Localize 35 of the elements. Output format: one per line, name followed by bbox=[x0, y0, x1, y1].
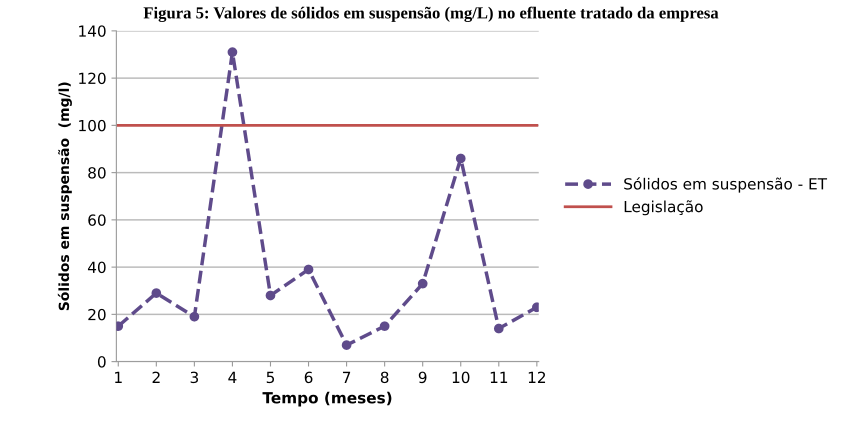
x-tick-label: 6 bbox=[304, 372, 312, 384]
y-tick-label: 40 bbox=[88, 262, 106, 274]
y-tick-label: 120 bbox=[79, 72, 106, 84]
y-tick-label: 0 bbox=[98, 356, 106, 368]
legend-label: Legislação bbox=[624, 200, 703, 216]
x-tick-label: 12 bbox=[528, 372, 546, 383]
x-axis-title: Tempo (meses) bbox=[262, 392, 392, 406]
y-axis-title: Sólidos em suspensão (mg/l) bbox=[58, 82, 72, 310]
x-tick-label: 8 bbox=[380, 372, 388, 384]
x-tick-label: 4 bbox=[228, 372, 236, 383]
x-tick-label: 5 bbox=[266, 372, 274, 384]
point bbox=[380, 321, 390, 332]
x-tick-label: 1 bbox=[115, 372, 122, 383]
x-tick-label: 2 bbox=[152, 372, 160, 383]
x-tick-label: 3 bbox=[190, 372, 198, 384]
y-tick-label: 80 bbox=[88, 167, 106, 179]
point bbox=[342, 340, 352, 350]
chart-title: Figura 5: Valores de sólidos em suspensão (mg/L) no efluente tratado da empresa bbox=[144, 6, 718, 22]
y-tick-label: 60 bbox=[88, 214, 106, 226]
x-tick-label: 9 bbox=[418, 372, 426, 384]
y-tick-label: 20 bbox=[88, 308, 106, 320]
y-tick-label: 100 bbox=[79, 120, 106, 132]
point bbox=[494, 324, 504, 334]
y-tick-label: 140 bbox=[79, 25, 106, 37]
point bbox=[228, 47, 238, 57]
point bbox=[418, 278, 428, 289]
point bbox=[304, 264, 314, 274]
point bbox=[190, 312, 200, 322]
point bbox=[266, 290, 276, 300]
point bbox=[151, 288, 162, 298]
point bbox=[456, 154, 466, 164]
legend-label: Sólidos em suspensão - ET bbox=[624, 177, 828, 193]
x-tick-label: 10 bbox=[452, 372, 470, 384]
x-tick-label: 11 bbox=[490, 372, 508, 383]
x-tick-label: 7 bbox=[342, 372, 350, 383]
